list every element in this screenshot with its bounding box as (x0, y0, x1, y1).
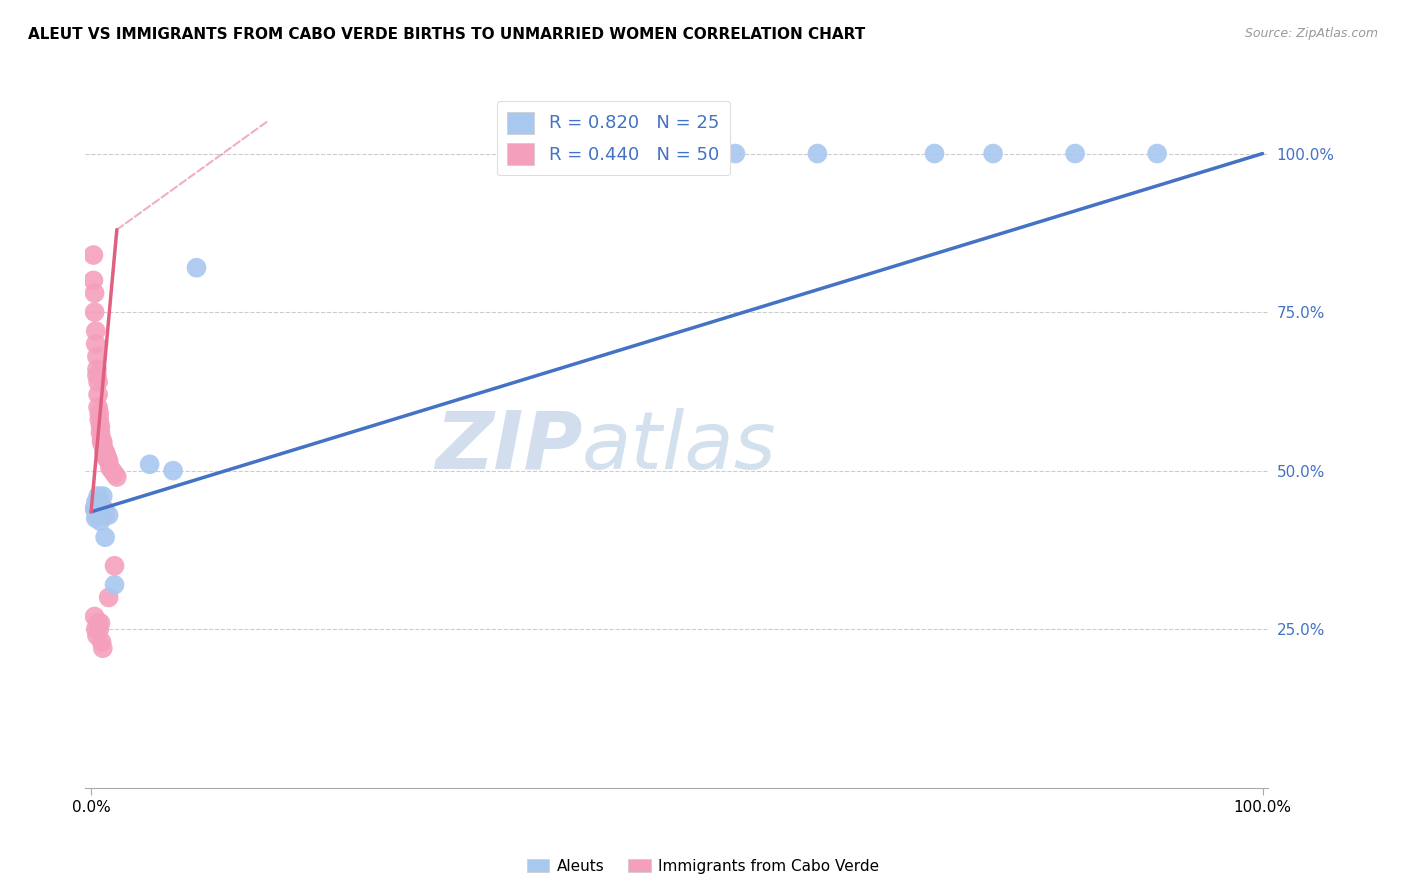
Point (97, 508, 120, 522)
Point (94, 508, 117, 522)
Point (101, 464, 124, 478)
Point (86, 362, 108, 376)
Point (90, 432, 112, 446)
Point (138, 458, 160, 472)
Point (84, 336, 107, 351)
Point (105, 470, 128, 484)
Point (89, 495, 111, 509)
Point (97, 454, 120, 468)
Point (84, 324, 107, 338)
Point (924, 146, 946, 161)
Point (94, 444, 117, 458)
Point (513, 146, 536, 161)
Point (91, 435, 114, 450)
Point (86, 368, 108, 383)
Point (96, 448, 118, 462)
Text: ZIP: ZIP (434, 408, 582, 486)
Point (83, 501, 105, 516)
Point (83, 501, 105, 516)
Point (724, 146, 747, 161)
Point (96, 450, 118, 465)
Point (84, 495, 107, 509)
Point (89, 407, 111, 421)
Point (93, 444, 115, 458)
Point (87, 375, 110, 389)
Point (162, 464, 184, 478)
Point (84, 511, 107, 525)
Point (91, 641, 114, 656)
Point (90, 635, 112, 649)
Point (98, 460, 121, 475)
Point (86, 350, 108, 364)
Point (1064, 146, 1087, 161)
Point (1146, 146, 1168, 161)
Point (93, 501, 115, 516)
Point (82, 248, 104, 262)
Point (89, 419, 111, 434)
Point (89, 515, 111, 529)
Point (86, 628, 108, 642)
Point (90, 435, 112, 450)
Point (103, 558, 125, 573)
Point (689, 146, 711, 161)
Point (86, 508, 108, 522)
Point (86, 508, 108, 522)
Point (83, 609, 105, 624)
Point (103, 578, 125, 592)
Point (186, 260, 208, 275)
Point (665, 146, 688, 161)
Point (87, 615, 110, 630)
Point (86, 501, 108, 516)
Point (91, 508, 114, 522)
Point (97, 591, 120, 605)
Point (90, 501, 112, 516)
Legend: Aleuts, Immigrants from Cabo Verde: Aleuts, Immigrants from Cabo Verde (520, 853, 886, 880)
Point (89, 615, 111, 630)
Point (83, 305, 105, 319)
Point (94, 530, 117, 544)
Point (82, 273, 104, 287)
Text: atlas: atlas (582, 408, 778, 486)
Point (84, 622, 107, 636)
Point (89, 425, 111, 440)
Point (89, 508, 111, 522)
Point (91, 489, 114, 503)
Point (90, 501, 112, 516)
Legend: R = 0.820   N = 25, R = 0.440   N = 50: R = 0.820 N = 25, R = 0.440 N = 50 (496, 101, 730, 176)
Text: ALEUT VS IMMIGRANTS FROM CABO VERDE BIRTHS TO UNMARRIED WOMEN CORRELATION CHART: ALEUT VS IMMIGRANTS FROM CABO VERDE BIRT… (28, 27, 865, 42)
Point (84, 501, 107, 516)
Point (806, 146, 828, 161)
Text: Source: ZipAtlas.com: Source: ZipAtlas.com (1244, 27, 1378, 40)
Point (87, 401, 110, 415)
Point (87, 387, 110, 401)
Point (89, 492, 111, 507)
Point (89, 622, 111, 636)
Point (83, 286, 105, 301)
Point (96, 450, 118, 465)
Point (87, 501, 110, 516)
Point (91, 438, 114, 452)
Point (103, 467, 125, 481)
Point (89, 413, 111, 427)
Point (87, 489, 110, 503)
Point (981, 146, 1004, 161)
